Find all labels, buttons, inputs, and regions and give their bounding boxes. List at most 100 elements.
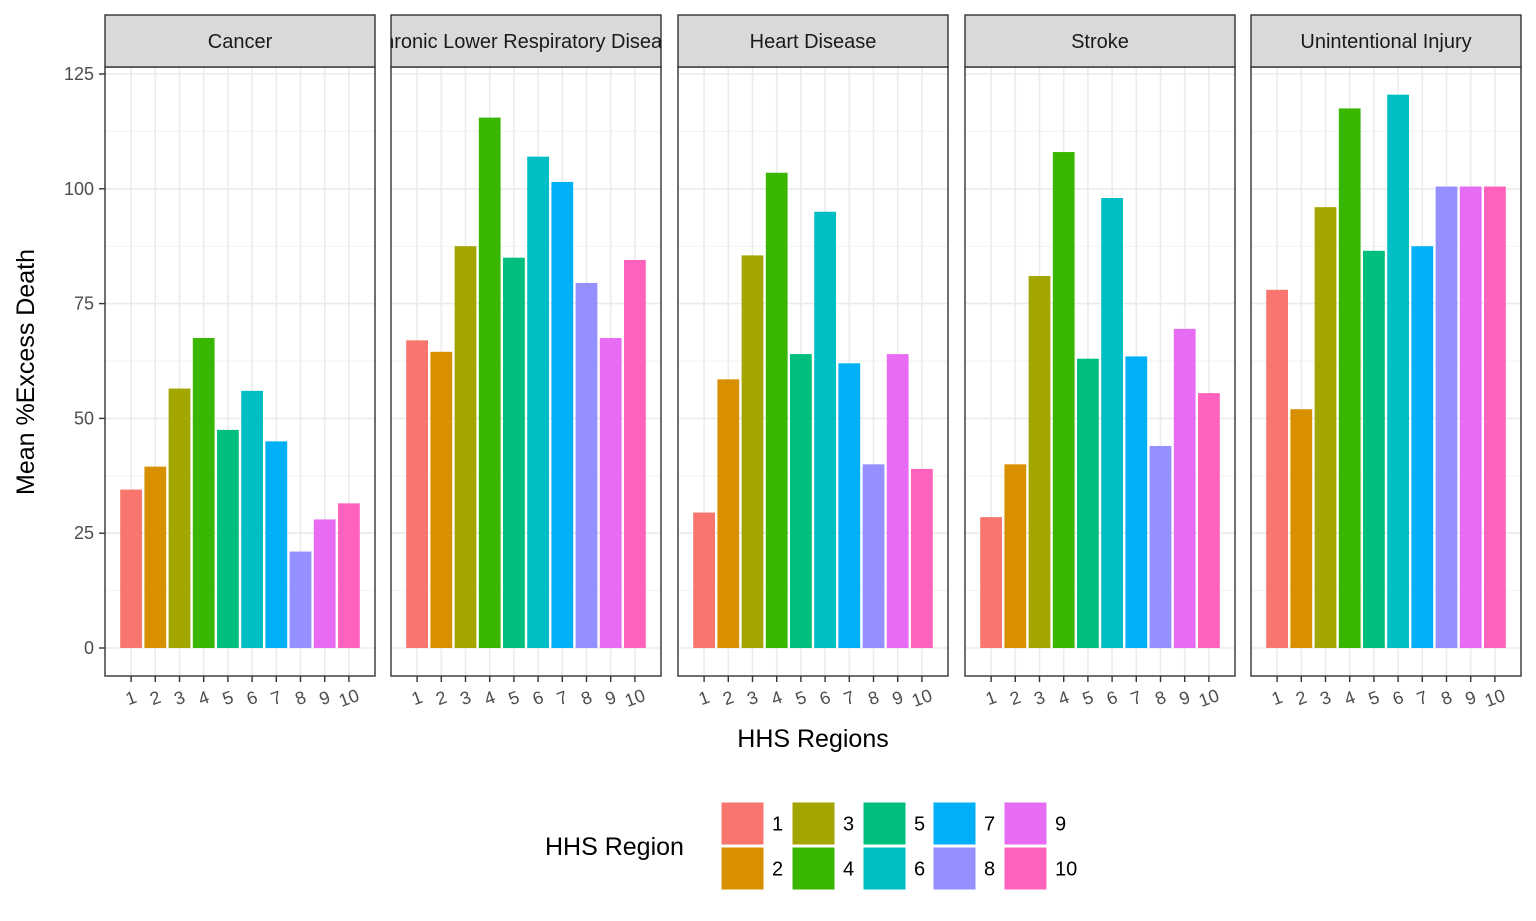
x-tick-label: 1 (409, 687, 425, 709)
x-tick-label: 7 (841, 687, 857, 709)
bar-heart-disease-region-10 (911, 468, 933, 648)
legend-label-2: 2 (772, 859, 783, 881)
bar-stroke-region-3 (1028, 276, 1051, 648)
legend-label-5: 5 (914, 814, 925, 836)
legend-label-7: 7 (984, 814, 995, 836)
bar-heart-disease-region-8 (862, 464, 885, 648)
x-tick-label: 2 (720, 687, 736, 709)
y-tick-label: 0 (84, 638, 94, 658)
x-tick-label: 6 (244, 687, 260, 709)
bar-heart-disease-region-7 (838, 363, 861, 648)
facet-strip (1250, 14, 1522, 68)
legend-label-8: 8 (984, 859, 995, 881)
bar-stroke-region-2 (1004, 464, 1027, 648)
x-tick-label: 6 (817, 687, 833, 709)
bar-cancer-region-1 (120, 489, 142, 648)
x-tick-label: 8 (865, 687, 881, 709)
facet-strip (677, 14, 949, 68)
bar-stroke-region-8 (1149, 445, 1172, 648)
bar-heart-disease-region-3 (741, 255, 764, 648)
x-tick-label: 7 (1128, 687, 1144, 709)
bar-heart-disease-region-2 (717, 379, 740, 648)
bar-unintentional-injury-region-5 (1363, 250, 1385, 649)
bar-unintentional-injury-region-6 (1387, 94, 1409, 648)
facet-panel-5: Unintentional Injury 1 2 3 4 5 6 7 8 9 10 (1250, 14, 1522, 711)
bar-unintentional-injury-region-2 (1290, 409, 1313, 648)
x-tick-label: 5 (1366, 687, 1382, 709)
x-tick-label: 4 (482, 687, 498, 709)
facet-strip (390, 14, 662, 68)
x-tick-label: 1 (696, 687, 712, 709)
x-tick-label: 8 (1152, 687, 1168, 709)
facet-panel-4: Stroke 1 2 3 4 5 6 7 8 9 10 (964, 14, 1236, 711)
bar-chronic-lower-respiratory-disease-region-7 (551, 181, 574, 649)
bar-stroke-region-4 (1052, 152, 1075, 648)
legend-label-4: 4 (843, 859, 854, 881)
legend-label-6: 6 (914, 859, 925, 881)
bar-unintentional-injury-region-3 (1314, 207, 1337, 648)
x-tick-label: 5 (220, 687, 236, 709)
facet-strip (964, 14, 1236, 68)
y-tick-label: 125 (64, 64, 94, 84)
x-tick-label: 10 (1482, 685, 1508, 711)
bar-stroke-region-1 (980, 517, 1002, 648)
x-tick-label: 10 (336, 685, 362, 711)
legend-key-4 (792, 847, 835, 890)
y-axis-title: Mean %Excess Death (12, 249, 40, 495)
x-tick-label: 1 (1269, 687, 1285, 709)
bar-stroke-region-10 (1198, 393, 1220, 648)
x-tick-label: 2 (1293, 687, 1309, 709)
x-tick-label: 9 (1463, 687, 1479, 709)
x-tick-label: 7 (1414, 687, 1430, 709)
x-tick-label: 8 (578, 687, 594, 709)
legend-key-9 (1004, 802, 1047, 845)
x-tick-label: 5 (506, 687, 522, 709)
facet-strip-label: Cancer (208, 31, 273, 53)
bar-chronic-lower-respiratory-disease-region-3 (454, 246, 477, 648)
bar-stroke-region-9 (1173, 328, 1196, 648)
facet-panel-1: Cancer 1 2 3 4 5 6 7 8 9 10 (104, 14, 376, 711)
bar-chronic-lower-respiratory-disease-region-8 (575, 282, 598, 648)
y-axis: 0 25 50 75 100 125 (64, 64, 105, 658)
x-tick-label: 10 (1196, 685, 1222, 711)
x-tick-label: 9 (890, 687, 906, 709)
y-tick-label: 75 (74, 294, 94, 314)
bar-cancer-region-10 (338, 503, 360, 648)
x-tick-label: 4 (1056, 687, 1072, 709)
bar-chronic-lower-respiratory-disease-region-10 (624, 259, 646, 648)
bar-unintentional-injury-region-1 (1266, 289, 1288, 648)
facet-strip (104, 14, 376, 68)
y-tick-label: 50 (74, 408, 94, 428)
bar-chronic-lower-respiratory-disease-region-9 (599, 338, 622, 648)
bar-chronic-lower-respiratory-disease-region-4 (478, 117, 501, 648)
legend-key-3 (792, 802, 835, 845)
bar-cancer-region-7 (265, 441, 288, 648)
x-tick-label: 9 (317, 687, 333, 709)
x-tick-label: 5 (1080, 687, 1096, 709)
bar-chronic-lower-respiratory-disease-region-5 (503, 257, 525, 648)
facet-strip-label: Heart Disease (750, 31, 877, 53)
facet-panel-3: Heart Disease 1 2 3 4 5 6 7 8 9 10 (677, 14, 949, 711)
bar-heart-disease-region-4 (765, 172, 788, 648)
x-tick-label: 2 (433, 687, 449, 709)
x-tick-label: 3 (744, 687, 760, 709)
bar-cancer-region-4 (192, 338, 215, 648)
bar-heart-disease-region-1 (693, 512, 715, 648)
bar-unintentional-injury-region-9 (1459, 186, 1482, 648)
bar-heart-disease-region-9 (886, 354, 909, 648)
legend-label-9: 9 (1055, 814, 1066, 836)
x-tick-label: 6 (1390, 687, 1406, 709)
x-tick-label: 3 (171, 687, 187, 709)
x-tick-label: 3 (457, 687, 473, 709)
legend-title: HHS Region (545, 833, 684, 861)
x-tick-label: 3 (1031, 687, 1047, 709)
x-tick-label: 8 (1438, 687, 1454, 709)
legend-label-3: 3 (843, 814, 854, 836)
bar-cancer-region-8 (289, 551, 312, 648)
y-tick-label: 100 (64, 179, 94, 199)
bar-chronic-lower-respiratory-disease-region-2 (430, 351, 453, 648)
bar-cancer-region-2 (144, 466, 167, 648)
legend-key-7 (933, 802, 976, 845)
bar-unintentional-injury-region-7 (1411, 246, 1434, 648)
legend-key-6 (863, 847, 906, 890)
